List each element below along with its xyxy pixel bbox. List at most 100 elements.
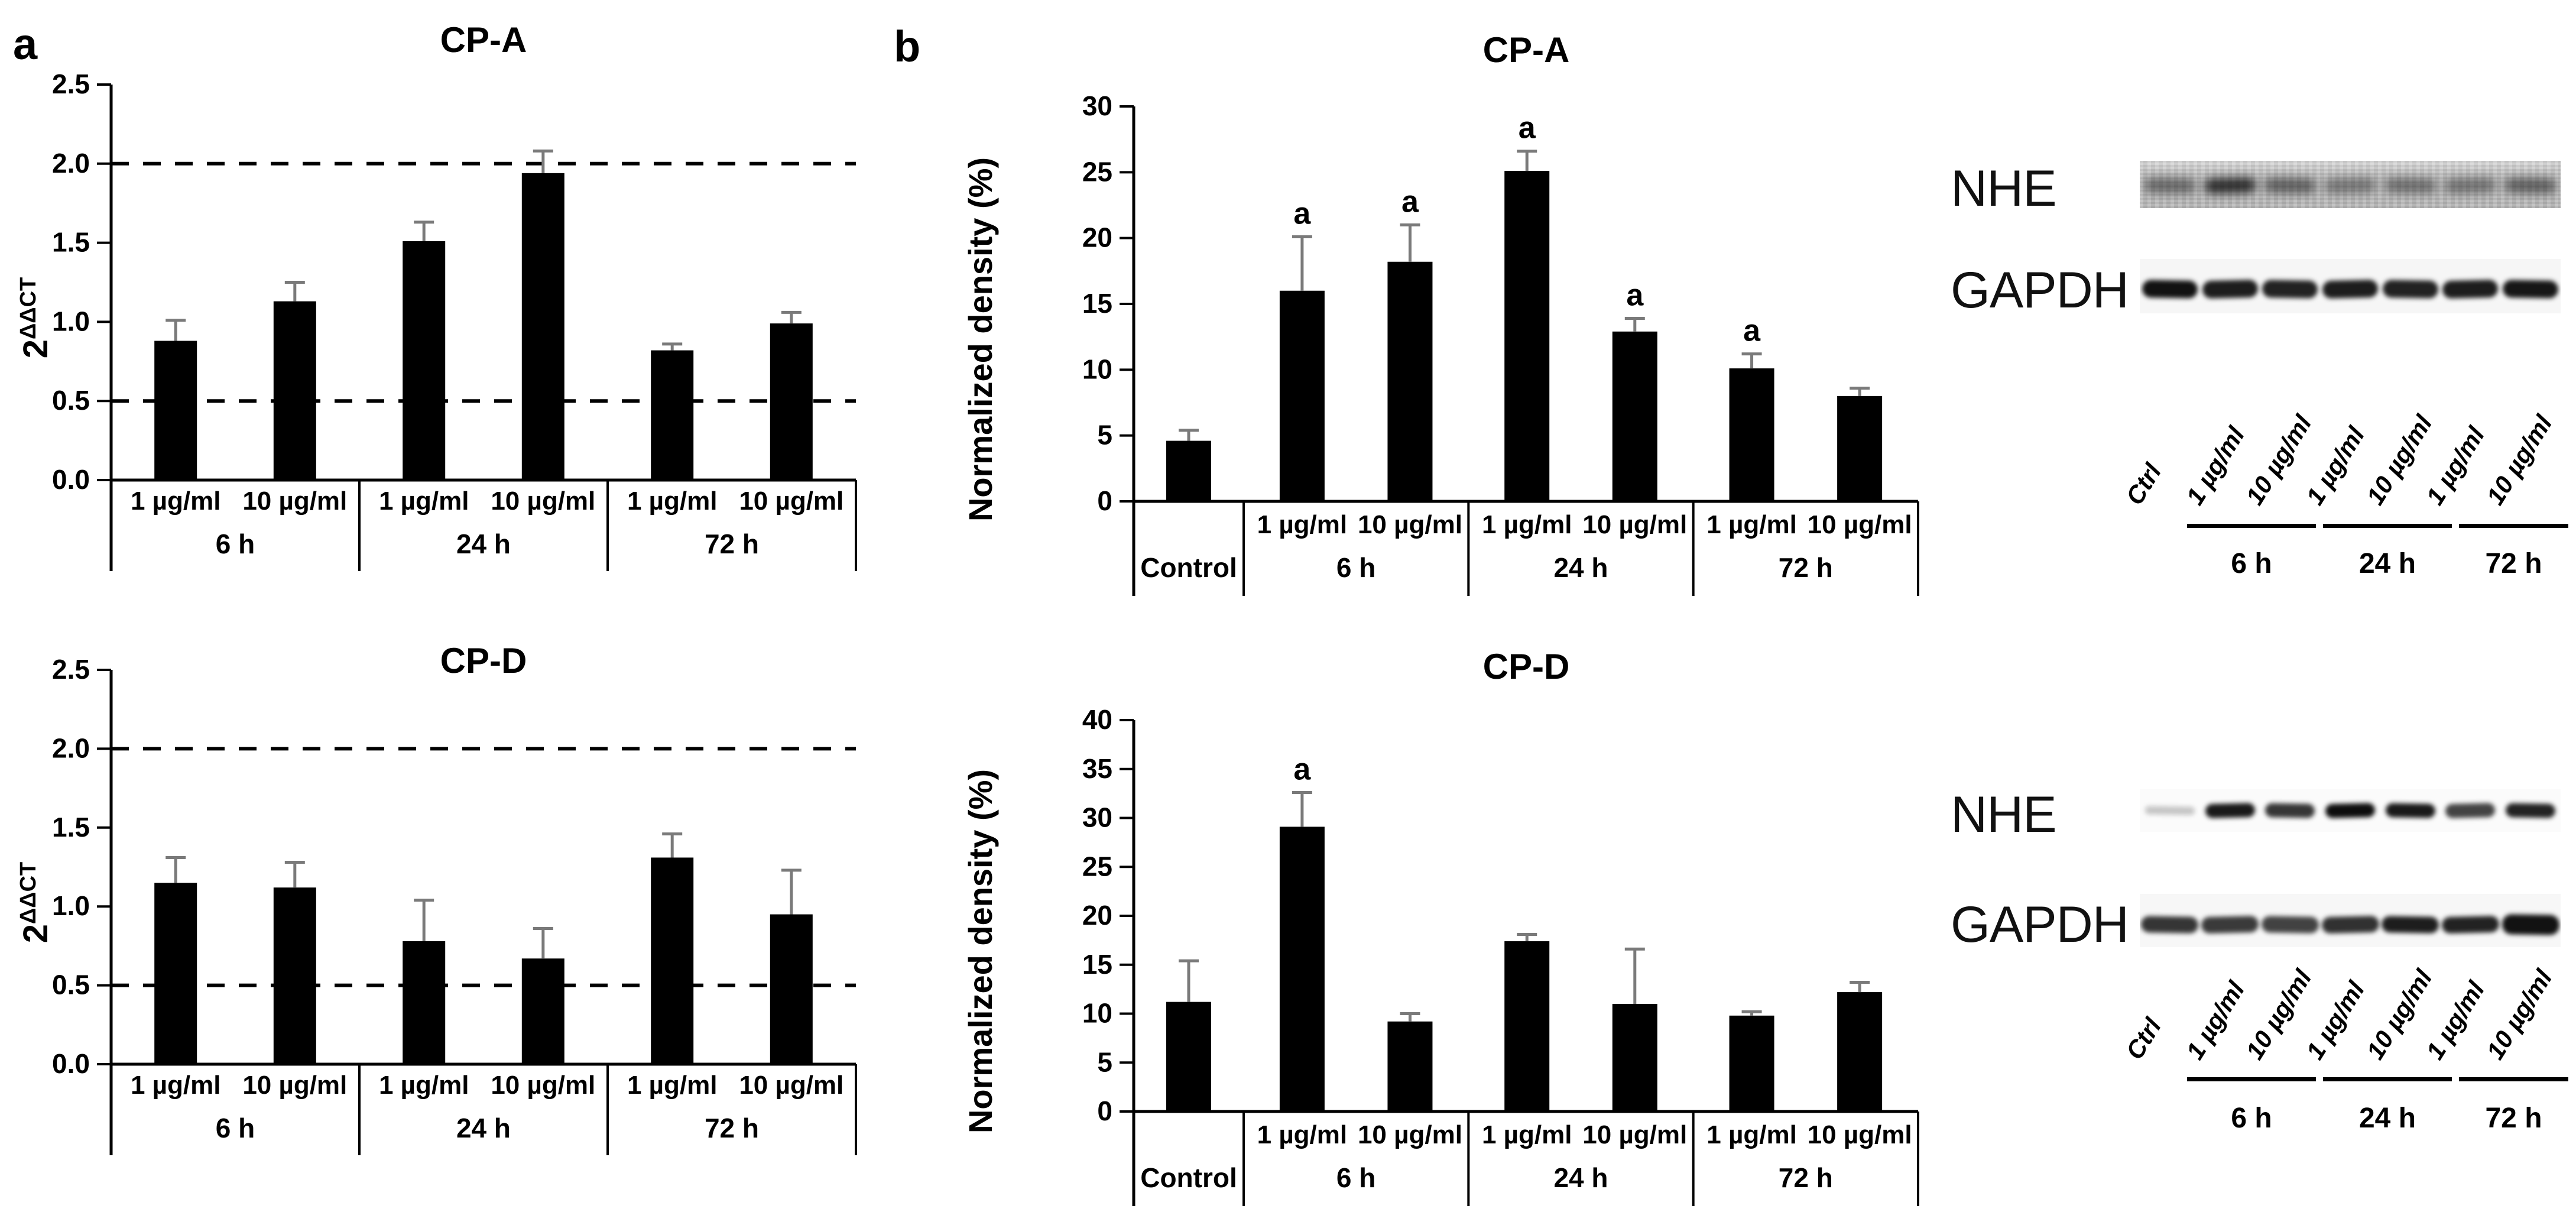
blot-lane-label: 10 µg/ml [2481, 410, 2558, 510]
y-tick-label: 20 [1082, 222, 1112, 253]
blot-time-label: 6 h [2231, 548, 2272, 579]
blot-row-label-nhe: NHE [1951, 160, 2057, 217]
bar-density-cpa-72h-10µg/ml [1837, 396, 1883, 501]
significance-letter: a [1293, 752, 1311, 786]
time-group-label: 6 h [1336, 552, 1375, 583]
bar-density-cpa-6h-1µg/ml [1279, 290, 1325, 501]
blot-lane-label: 1 µg/ml [2421, 976, 2490, 1064]
y-tick-label: 0.0 [52, 1048, 90, 1079]
blot-band [2202, 279, 2258, 299]
dose-label: 10 µg/ml [1582, 510, 1687, 539]
bar-mrna-cpa-24h-10µg/ml [521, 173, 564, 481]
blot-band [2142, 279, 2198, 299]
blot-band [2442, 279, 2499, 299]
time-group-label: 72 h [1779, 552, 1833, 583]
y-tick-label: 5 [1097, 1046, 1112, 1077]
y-tick-label: 2.5 [52, 654, 90, 685]
dose-label: 10 µg/ml [739, 1071, 843, 1100]
blot-row-label-nhe: NHE [1951, 786, 2057, 843]
blot-band [2204, 177, 2256, 194]
y-tick-label: 2.0 [52, 733, 90, 763]
y-tick-label: 20 [1082, 900, 1112, 931]
bar-mrna-cpd-72h-1µg/ml [651, 857, 694, 1064]
y-tick-label: 1.0 [52, 890, 90, 921]
blot-band [2385, 803, 2435, 818]
y-tick-label: 15 [1082, 288, 1112, 319]
blot-band [2325, 802, 2376, 819]
y-tick-label: 10 [1082, 998, 1112, 1029]
dose-label: 1 µg/ml [1706, 1120, 1797, 1149]
blot-strip-blot-cpd-gapdh [2140, 894, 2561, 947]
blot-band [2441, 916, 2500, 934]
blot-band [2265, 803, 2315, 818]
time-group-label: 72 h [705, 529, 759, 559]
time-group-label: 24 h [456, 529, 511, 559]
blot-band [2505, 803, 2556, 818]
blot-lane-label: 1 µg/ml [2180, 976, 2250, 1064]
chart-density-cpd: CP-D Normalized density (%) 0 5 10 15 20 25 30 35… [962, 647, 1919, 1206]
blot-band [2205, 802, 2255, 819]
blot-band [2502, 914, 2559, 936]
blot-band [2384, 177, 2437, 194]
chart-title: CP-D [1483, 647, 1570, 686]
blot-time-label: 72 h [2485, 548, 2542, 579]
blot-row-label-gapdh: GAPDH [1951, 896, 2129, 953]
bar-mrna-cpa-6h-1µg/ml [154, 341, 197, 480]
dose-label: 10 µg/ml [1808, 1120, 1912, 1149]
significance-letter: a [1293, 196, 1311, 231]
blot-strip-blot-cpa-nhe [2140, 161, 2561, 208]
dose-label: 10 µg/ml [739, 487, 843, 516]
significance-letter: a [1743, 314, 1761, 348]
time-group-label: Control [1140, 552, 1237, 583]
time-group-label: Control [1140, 1162, 1237, 1193]
blot-lane-label: 10 µg/ml [2481, 964, 2558, 1064]
y-tick-label: 0.5 [52, 385, 90, 416]
y-tick-label: 0 [1097, 1096, 1112, 1126]
dose-label: 1 µg/ml [1257, 510, 1348, 539]
panel-b-letter: b [894, 22, 921, 71]
blot-band [2444, 177, 2497, 194]
bar-mrna-cpa-24h-1µg/ml [403, 241, 446, 480]
y-axis-title: 2ΔΔCT [16, 862, 55, 944]
dose-label: 10 µg/ml [1582, 1120, 1687, 1149]
dose-label: 1 µg/ml [1482, 1120, 1572, 1149]
blot-band [2321, 916, 2379, 934]
bar-mrna-cpa-72h-1µg/ml [651, 350, 694, 480]
y-tick-label: 30 [1082, 90, 1112, 121]
significance-letter: a [1401, 184, 1419, 219]
blot-group-line [2187, 524, 2316, 528]
chart-title: CP-A [1483, 30, 1570, 70]
blot-group-line [2187, 1077, 2316, 1081]
time-group-label: 24 h [456, 1113, 511, 1143]
y-tick-label: 15 [1082, 949, 1112, 980]
time-group-label: 24 h [1553, 1162, 1608, 1193]
blot-strip-blot-cpd-nhe [2140, 789, 2561, 832]
dose-label: 1 µg/ml [131, 1071, 221, 1100]
dose-label: 10 µg/ml [1358, 1120, 1462, 1149]
blot-group-line [2459, 1077, 2568, 1081]
bar-density-cpa-72h-1µg/ml [1729, 368, 1774, 501]
bar-mrna-cpd-6h-1µg/ml [154, 883, 197, 1064]
blot-time-label: 72 h [2485, 1103, 2542, 1134]
blot-band [2322, 279, 2379, 299]
y-axis-title: Normalized density (%) [962, 769, 999, 1133]
time-group-label: 6 h [1336, 1162, 1375, 1193]
bar-mrna-cpd-6h-10µg/ml [273, 887, 316, 1064]
y-tick-label: 0 [1097, 485, 1112, 516]
blot-lane-label: Ctrl [2120, 458, 2167, 510]
dose-label: 1 µg/ml [1706, 510, 1797, 539]
blot-group-line [2459, 524, 2568, 528]
y-tick-label: 2.0 [52, 148, 90, 179]
blot-band [2264, 177, 2317, 194]
dose-label: 1 µg/ml [379, 1071, 469, 1100]
y-tick-label: 25 [1082, 156, 1112, 187]
dose-label: 10 µg/ml [242, 1071, 347, 1100]
y-tick-label: 30 [1082, 802, 1112, 833]
blot-group-line [2323, 524, 2452, 528]
blot-band [2445, 802, 2496, 819]
chart-mrna-cpa: CP-A 2ΔΔCT 0.0 0.5 1.0 1.5 2.0 2.5 1 µg/ml 10 µg/… [16, 20, 857, 571]
blot-lane-label: 1 µg/ml [2301, 976, 2370, 1064]
blot-band [2382, 279, 2438, 299]
blot-band [2324, 177, 2377, 194]
bar-density-cpa-Control-control [1166, 440, 1211, 501]
